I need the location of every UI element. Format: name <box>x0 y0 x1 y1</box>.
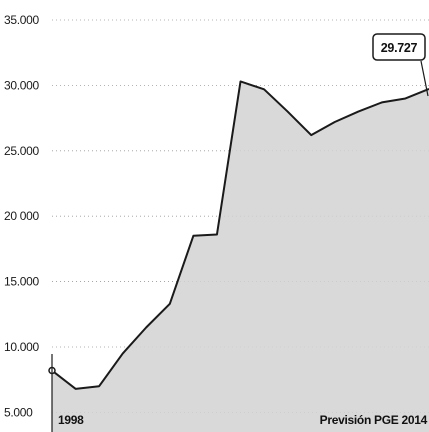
y-tick-label: 25.000 <box>4 144 40 158</box>
callout-box <box>372 33 426 61</box>
area-fill <box>52 81 429 432</box>
start-year-label: 1998 <box>58 413 84 427</box>
y-tick-label: 5.000 <box>4 405 33 419</box>
y-tick-labels: 5.000 10.000 15.000 20 000 25.000 30.000 35.00… <box>4 13 40 419</box>
y-tick-label: 15.000 <box>4 275 40 289</box>
forecast-label: Previsión PGE 2014 <box>320 413 428 427</box>
y-tick-label: 10.000 <box>4 340 40 354</box>
y-tick-label: 30.000 <box>4 78 40 92</box>
callout-connector <box>420 60 429 97</box>
value-callout: 29.727 <box>372 33 429 97</box>
y-tick-label: 20 000 <box>4 209 40 223</box>
series-line <box>51 80 429 390</box>
y-tick-label: 35.000 <box>4 13 40 27</box>
callout-value: 29.727 <box>381 41 418 55</box>
